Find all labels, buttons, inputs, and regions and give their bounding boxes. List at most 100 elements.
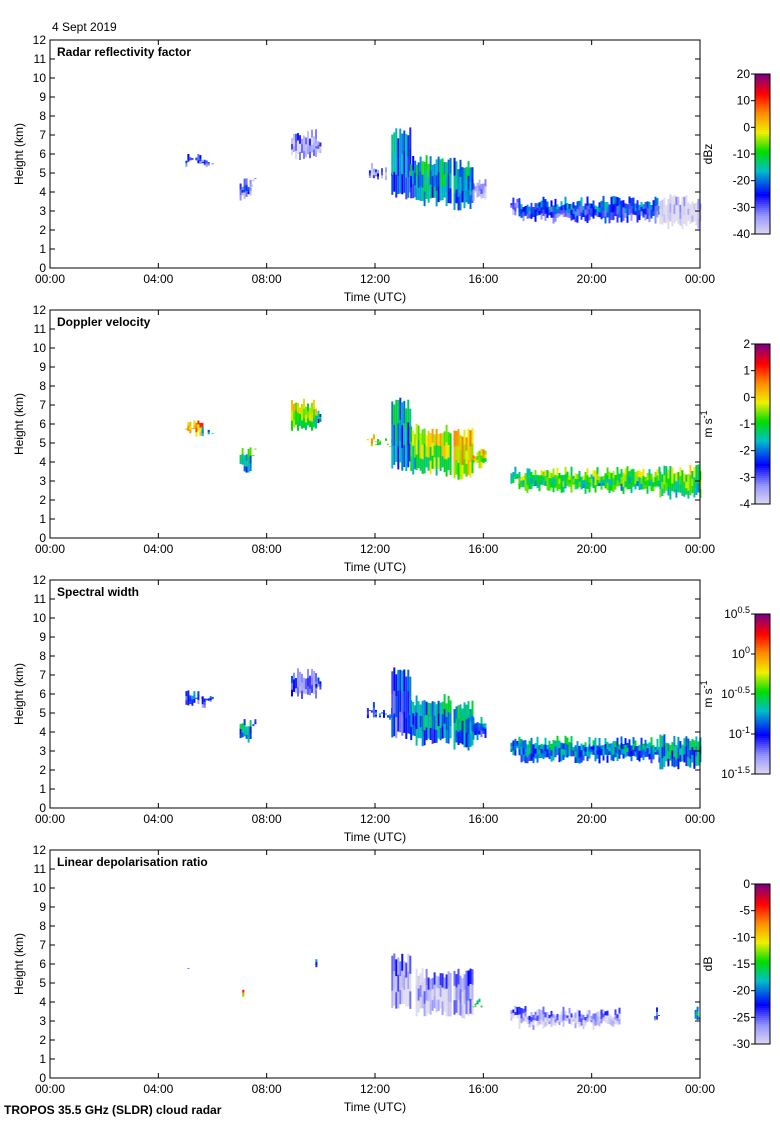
colorbar-cell (755, 418, 770, 420)
cloud-echo (629, 483, 631, 489)
cloud-echo (661, 736, 663, 748)
cloud-echo (681, 470, 683, 479)
colorbar-cell (755, 88, 770, 90)
cloud-echo (689, 204, 691, 211)
cloud-echo (571, 736, 573, 743)
colorbar-cell (755, 494, 770, 496)
cloud-echo (697, 757, 699, 765)
cloud-echo (293, 419, 295, 427)
plot-frame (50, 40, 700, 268)
cloud-echo (601, 752, 603, 756)
cloud-echo (639, 210, 641, 215)
cloud-echo (416, 696, 418, 713)
cloud-echo (595, 745, 597, 753)
cloud-echo (579, 471, 581, 477)
cloud-echo (473, 1006, 475, 1007)
cloud-echo (460, 976, 462, 990)
cloud-echo (659, 480, 661, 489)
colorbar-cell (755, 448, 770, 450)
cloud-echo (514, 1009, 516, 1012)
cloud-echo (405, 697, 407, 718)
cloud-echo (307, 146, 309, 154)
cloud-echo (613, 204, 615, 212)
cloud-echo (301, 682, 303, 691)
cloud-echo (593, 750, 595, 755)
cloud-echo (317, 678, 319, 681)
y-tick-label: 1 (39, 782, 46, 796)
cloud-echo (569, 204, 571, 209)
cloud-echo (555, 206, 557, 214)
cloud-echo (458, 999, 460, 1015)
cloud-echo (541, 213, 543, 220)
cloud-echo (199, 155, 201, 158)
cloud-echo (693, 740, 695, 750)
cloud-echo (619, 1013, 621, 1019)
cloud-echo (405, 156, 407, 178)
cloud-echo (477, 452, 479, 456)
colorbar-cell (755, 386, 770, 388)
cloud-echo (187, 154, 189, 157)
cloud-echo (391, 424, 393, 447)
colorbar-cell (755, 904, 770, 906)
colorbar-cell (755, 200, 770, 202)
cloud-echo (683, 474, 685, 482)
cloud-echo (625, 744, 627, 751)
cloud-echo (645, 751, 647, 757)
x-tick-label: 20:00 (577, 272, 607, 286)
cloud-echo (633, 475, 635, 481)
x-tick-label: 04:00 (143, 812, 173, 826)
cloud-echo (309, 139, 311, 146)
cloud-echo (420, 716, 422, 728)
cloud-echo (621, 476, 623, 484)
cloud-echo (659, 472, 661, 481)
cloud-echo (212, 697, 214, 698)
cloud-echo (651, 474, 653, 480)
cloud-echo (569, 1013, 571, 1019)
cloud-echo (527, 468, 529, 477)
colorbar-unit: dB (701, 957, 715, 972)
colorbar-cell (755, 204, 770, 206)
cloud-echo (541, 201, 543, 208)
colorbar-cell (755, 458, 770, 460)
cloud-echo (410, 187, 412, 199)
colorbar-cell (755, 910, 770, 912)
cloud-echo (581, 212, 583, 220)
cloud-echo (575, 216, 577, 222)
cloud-echo (643, 213, 645, 218)
colorbar-cell (755, 962, 770, 964)
cloud-echo (595, 478, 597, 486)
cloud-echo (403, 975, 405, 990)
cloud-echo (197, 157, 199, 160)
cloud-echo (551, 478, 553, 483)
cloud-echo (687, 202, 689, 209)
cloud-echo (307, 131, 309, 139)
cloud-echo (185, 691, 187, 696)
cloud-echo (591, 212, 593, 217)
cloud-echo (244, 466, 246, 472)
cloud-echo (317, 411, 319, 416)
cloud-echo (609, 1017, 611, 1021)
colorbar-cell (755, 470, 770, 472)
cloud-echo (607, 207, 609, 213)
cloud-echo (589, 487, 591, 492)
colorbar-cell (755, 202, 770, 204)
cloud-echo (611, 212, 613, 220)
cloud-echo (577, 1014, 579, 1019)
cloud-echo (665, 211, 667, 217)
cloud-echo (434, 984, 436, 996)
cloud-echo (481, 449, 483, 456)
cloud-echo (371, 710, 373, 711)
colorbar-cell (755, 654, 770, 656)
cloud-echo (470, 969, 472, 984)
x-tick-label: 20:00 (577, 812, 607, 826)
colorbar-cell (755, 78, 770, 80)
colorbar-cell (755, 724, 770, 726)
cloud-echo (639, 205, 641, 210)
cloud-echo (637, 200, 639, 208)
cloud-echo (609, 479, 611, 486)
colorbar-cell (755, 434, 770, 436)
x-tick-label: 04:00 (143, 542, 173, 556)
cloud-echo (577, 208, 579, 216)
colorbar-cell (755, 450, 770, 452)
x-tick-label: 12:00 (360, 1082, 390, 1096)
